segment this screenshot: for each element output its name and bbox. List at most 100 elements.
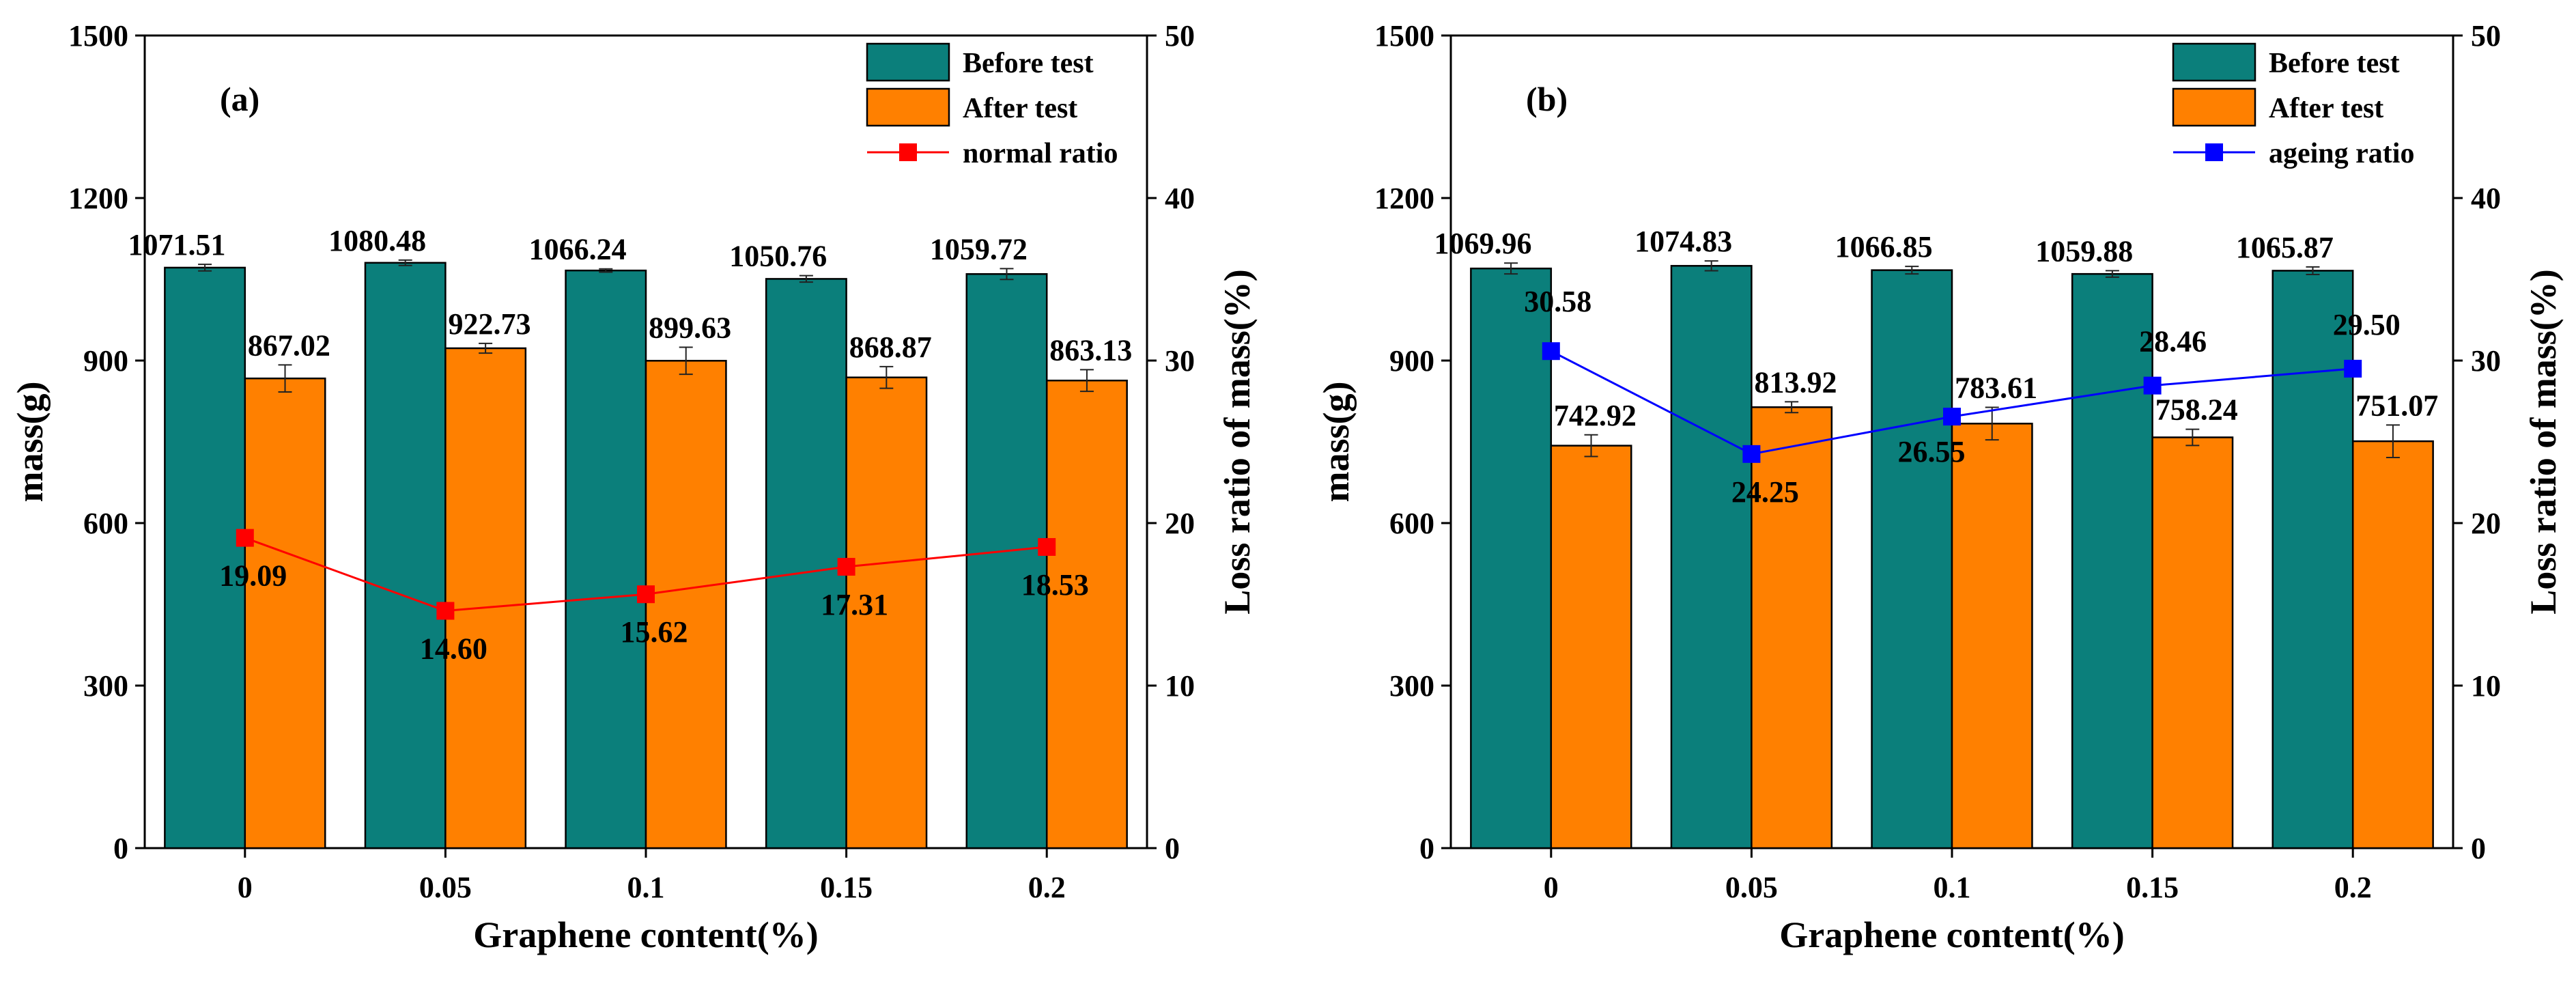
before-test-bar [1670, 265, 1753, 849]
ratio-marker [837, 558, 855, 576]
bar-value-label: 1069.96 [1434, 227, 1531, 260]
ratio-marker [1742, 445, 1761, 463]
y-tick-label: 900 [83, 344, 128, 378]
after-test-bar [444, 347, 527, 849]
before-test-bar [164, 266, 246, 849]
bar-value-label: 1066.85 [1835, 230, 1933, 264]
before-test-bar [364, 262, 447, 849]
ratio-value-label: 17.31 [821, 588, 888, 621]
y2-axis-title: Loss ratio of mass(%) [1217, 269, 1258, 614]
y-axis-title: mass(g) [10, 382, 51, 503]
y2-tick-label: 0 [2471, 832, 2486, 865]
panel-b: 0 300 600 900 1200 1500 0 10 20 30 40 50 0 0.05 0.1 0.1… [1316, 19, 2564, 955]
ratio-value-label: 19.09 [219, 559, 287, 593]
y2-tick-label: 20 [1165, 507, 1195, 540]
bar-value-label: 1066.24 [529, 233, 627, 266]
y2-tick-label: 20 [2471, 507, 2501, 540]
ratio-value-label: 24.25 [1731, 475, 1799, 509]
after-test-bar [1550, 445, 1632, 849]
bar-value-label: 863.13 [1049, 333, 1132, 367]
x-axis-title: Graphene content(%) [473, 914, 818, 955]
x-tick-label: 0 [238, 871, 253, 904]
x-tick-label: 0 [1544, 871, 1559, 904]
panel-label: (b) [1526, 80, 1568, 118]
legend-label: normal ratio [963, 138, 1118, 169]
ratio-value-label: 26.55 [1898, 435, 1966, 468]
x-tick-label: 0.15 [820, 871, 873, 904]
y-axis-title: mass(g) [1316, 382, 1357, 503]
x-tick-label: 0.05 [419, 871, 472, 904]
legend-swatch [2172, 42, 2256, 82]
x-axis-title: Graphene content(%) [1779, 914, 2124, 955]
y-tick-label: 900 [1389, 344, 1434, 378]
after-test-bar [1045, 380, 1128, 849]
ratio-value-label: 30.58 [1524, 285, 1591, 318]
x-tick-label: 0.2 [1028, 871, 1066, 904]
legend-label: Before test [2269, 48, 2400, 79]
y2-tick-label: 50 [1165, 19, 1195, 53]
before-test-bar [1871, 269, 1953, 849]
x-tick-label: 0.1 [1934, 871, 1971, 904]
ratio-marker [2344, 359, 2362, 378]
before-test-bar [565, 269, 647, 849]
y-tick-label: 1500 [1374, 19, 1434, 53]
y-tick-label: 1500 [68, 19, 128, 53]
after-test-bar [244, 377, 326, 849]
y-tick-label: 1200 [68, 182, 128, 215]
ratio-marker [2143, 376, 2162, 395]
y2-axis-title: Loss ratio of mass(%) [2523, 269, 2564, 614]
bar-value-label: 813.92 [1754, 365, 1837, 399]
x-tick-label: 0.05 [1725, 871, 1778, 904]
bar-value-label: 1080.48 [328, 224, 426, 257]
after-test-bar [2351, 440, 2434, 849]
bar-value-label: 751.07 [2355, 389, 2438, 422]
before-test-bar [965, 273, 1048, 849]
ratio-marker [236, 529, 254, 547]
x-tick-label: 0.1 [627, 871, 665, 904]
panel-a: 0 300 600 900 1200 1500 0 10 20 30 40 50 0 0.05 0.1 0.1… [10, 19, 1258, 955]
bar-value-label: 868.87 [849, 331, 932, 364]
y2-tick-label: 50 [2471, 19, 2501, 53]
legend-swatch [2172, 87, 2256, 127]
y-tick-label: 1200 [1374, 182, 1434, 215]
panel-label: (a) [220, 80, 259, 118]
legend-marker [899, 143, 917, 161]
y2-tick-label: 10 [2471, 669, 2501, 703]
y2-tick-label: 0 [1165, 832, 1180, 865]
bar-value-label: 1071.51 [128, 228, 225, 262]
y-tick-label: 0 [1419, 832, 1434, 865]
after-test-bar [645, 360, 727, 849]
ratio-value-label: 15.62 [621, 615, 688, 649]
bar-value-label: 742.92 [1554, 399, 1637, 432]
y2-tick-label: 30 [1165, 344, 1195, 378]
bar-value-label: 922.73 [448, 307, 530, 341]
legend-label: Before test [963, 48, 1094, 79]
y-tick-label: 600 [83, 507, 128, 540]
before-test-bar [2271, 270, 2354, 849]
ratio-value-label: 14.60 [420, 632, 487, 666]
y-tick-label: 600 [1389, 507, 1434, 540]
ratio-marker [1542, 342, 1560, 361]
after-test-bar [2151, 436, 2234, 849]
y-tick-label: 0 [113, 832, 128, 865]
y2-tick-label: 10 [1165, 669, 1195, 703]
legend: Before test After test normal ratio [866, 42, 1118, 169]
bar-value-label: 1065.87 [2236, 231, 2334, 264]
y2-tick-label: 40 [2471, 182, 2501, 215]
before-test-bar [2071, 272, 2153, 849]
bar-value-label: 758.24 [2155, 393, 2238, 427]
before-test-bar [765, 278, 847, 849]
legend-label: After test [2269, 93, 2383, 124]
bar-value-label: 1059.88 [2035, 234, 2133, 268]
bar-value-label: 899.63 [649, 311, 731, 344]
ratio-value-label: 29.50 [2333, 308, 2401, 341]
y2-tick-label: 30 [2471, 344, 2501, 378]
after-test-bar [845, 376, 928, 849]
y-tick-label: 300 [1389, 669, 1434, 703]
legend-label: After test [963, 93, 1077, 124]
x-tick-label: 0.2 [2334, 871, 2372, 904]
legend-swatch [866, 87, 950, 127]
before-test-bar [1470, 267, 1553, 849]
legend-swatch [866, 42, 950, 82]
